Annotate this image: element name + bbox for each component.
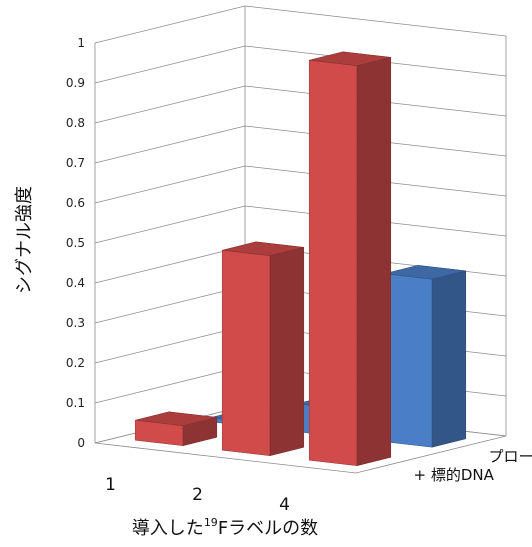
bar-top [384, 265, 466, 280]
y-axis-label: シグナル強度 [14, 186, 35, 294]
x-axis-label-superscript: 19 [204, 516, 218, 529]
category-label: 2 [192, 485, 203, 505]
y-tick-label: 0.1 [66, 396, 85, 410]
category-labels: 1 2 4 [105, 475, 290, 515]
bar [134, 411, 218, 447]
x-axis-label-suffix: Fラベルの数 [218, 518, 318, 539]
bar-side [356, 56, 392, 467]
y-tick-label: 0.6 [66, 196, 85, 210]
gridline [94, 5, 507, 44]
x-axis-label-prefix: 導入した [132, 518, 204, 539]
y-tick-label: 1 [77, 36, 85, 50]
category-label: 1 [105, 475, 116, 495]
y-tick-label: 0.9 [66, 76, 85, 90]
bar-top [222, 241, 304, 256]
category-label: 4 [279, 495, 290, 515]
bar-front [308, 59, 358, 466]
x-axis-label: 導入した19Fラベルの数 [132, 516, 318, 539]
bar-top [135, 411, 217, 426]
bar-top [309, 51, 391, 66]
y-tick-label: 0 [77, 436, 85, 450]
bar [383, 265, 467, 448]
bar-side [431, 270, 467, 448]
series-label: プローブのみ [489, 447, 532, 465]
bar-side [269, 246, 305, 457]
bar-front [221, 249, 271, 456]
gridline [94, 125, 507, 164]
bar-front [383, 273, 433, 448]
gridline [94, 165, 507, 204]
gridline [94, 85, 507, 124]
y-tick-label: 0.7 [66, 156, 85, 170]
bars [134, 51, 467, 467]
gridline [94, 205, 507, 244]
bar [221, 241, 305, 457]
y-tick-label: 0.3 [66, 316, 85, 330]
y-tick-label: 0.4 [66, 276, 85, 290]
y-tick-label: 0.8 [66, 116, 85, 130]
y-tick-label: 0.2 [66, 356, 85, 370]
y-tick-labels: 0 0.1 0.2 0.3 0.4 0.5 0.6 0.7 0.8 0.9 1 [66, 36, 85, 450]
gridline [94, 45, 507, 84]
y-tick-label: 0.5 [66, 236, 85, 250]
series-label: + 標的DNA [414, 466, 495, 484]
series-labels: + 標的DNAプローブのみ [414, 447, 532, 484]
bar [308, 51, 392, 467]
